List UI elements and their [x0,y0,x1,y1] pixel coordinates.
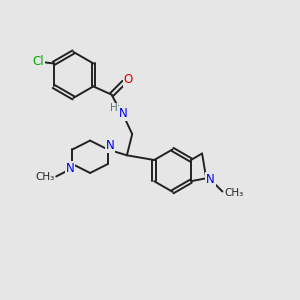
Text: N: N [106,139,115,152]
Text: N: N [66,162,74,175]
Text: O: O [124,74,133,86]
Text: N: N [206,173,215,186]
Text: CH₃: CH₃ [224,188,243,198]
Text: N: N [119,107,128,120]
Text: Cl: Cl [32,56,44,68]
Text: CH₃: CH₃ [35,172,55,182]
Text: H: H [110,103,118,113]
